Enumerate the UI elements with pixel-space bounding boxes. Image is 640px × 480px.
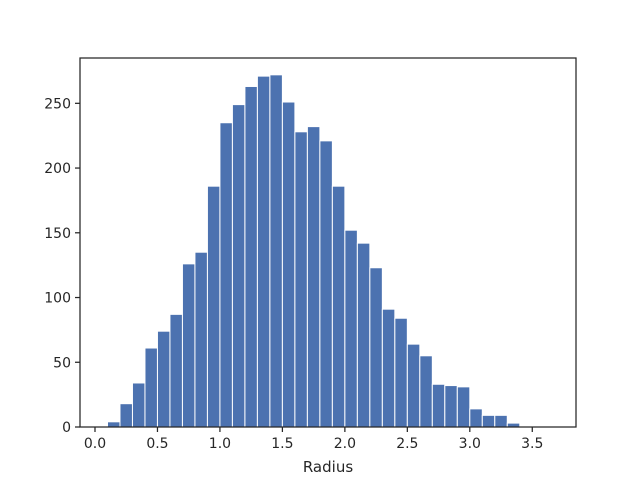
x-tick-label: 2.5 xyxy=(396,436,418,452)
x-tick-label: 3.0 xyxy=(459,436,481,452)
histogram-bar xyxy=(206,185,221,428)
histogram-bar xyxy=(331,185,346,428)
y-tick-label: 200 xyxy=(44,161,71,177)
histogram-bar xyxy=(469,408,483,428)
histogram-bar xyxy=(344,229,358,428)
x-axis-label: Radius xyxy=(303,458,353,476)
histogram-bar xyxy=(169,313,183,428)
histogram-bar xyxy=(269,74,283,428)
histogram-bar xyxy=(419,355,433,428)
histogram-bar xyxy=(319,140,333,428)
histogram-bar xyxy=(294,131,308,428)
y-tick-label: 250 xyxy=(44,96,71,112)
histogram-bar xyxy=(444,385,458,428)
x-tick-label: 3.5 xyxy=(521,436,543,452)
histogram-bar xyxy=(356,242,371,428)
histogram-bar xyxy=(231,104,246,428)
histogram-bar xyxy=(106,421,121,428)
x-axis-ticks: 0.0 0.5 1.0 1.5 2.0 2.5 3.0 3.5 xyxy=(84,427,543,452)
x-tick-label: 0.0 xyxy=(84,436,106,452)
histogram-bar xyxy=(244,85,258,428)
histogram-bar xyxy=(394,317,408,428)
histogram-bar xyxy=(381,308,396,428)
histogram-bar xyxy=(431,383,446,428)
y-tick-label: 150 xyxy=(44,226,71,242)
histogram-bar xyxy=(494,414,508,428)
histogram-bar xyxy=(119,403,133,428)
histogram-bar xyxy=(456,386,471,428)
y-tick-label: 50 xyxy=(53,355,71,371)
x-tick-label: 0.5 xyxy=(146,436,168,452)
histogram-bar xyxy=(306,126,321,428)
histogram-bar xyxy=(194,251,208,428)
histogram-bar xyxy=(406,343,421,428)
x-tick-label: 1.5 xyxy=(271,436,293,452)
histogram-bar xyxy=(219,122,233,428)
histogram-bar xyxy=(144,347,158,428)
x-tick-label: 1.0 xyxy=(209,436,231,452)
histogram-bar xyxy=(369,267,383,428)
y-tick-label: 0 xyxy=(62,420,71,436)
axes-frame xyxy=(79,57,577,428)
histogram-bar xyxy=(131,382,146,428)
histogram-bar xyxy=(481,414,496,428)
x-tick-label: 2.0 xyxy=(334,436,356,452)
histogram-bar xyxy=(181,263,196,428)
histogram-bar xyxy=(156,330,171,428)
y-axis-ticks: 0 50 100 150 200 250 xyxy=(44,96,80,436)
histogram-bars xyxy=(106,74,521,428)
histogram-bar xyxy=(281,101,296,428)
histogram-bar xyxy=(256,75,271,428)
y-tick-label: 100 xyxy=(44,291,71,307)
